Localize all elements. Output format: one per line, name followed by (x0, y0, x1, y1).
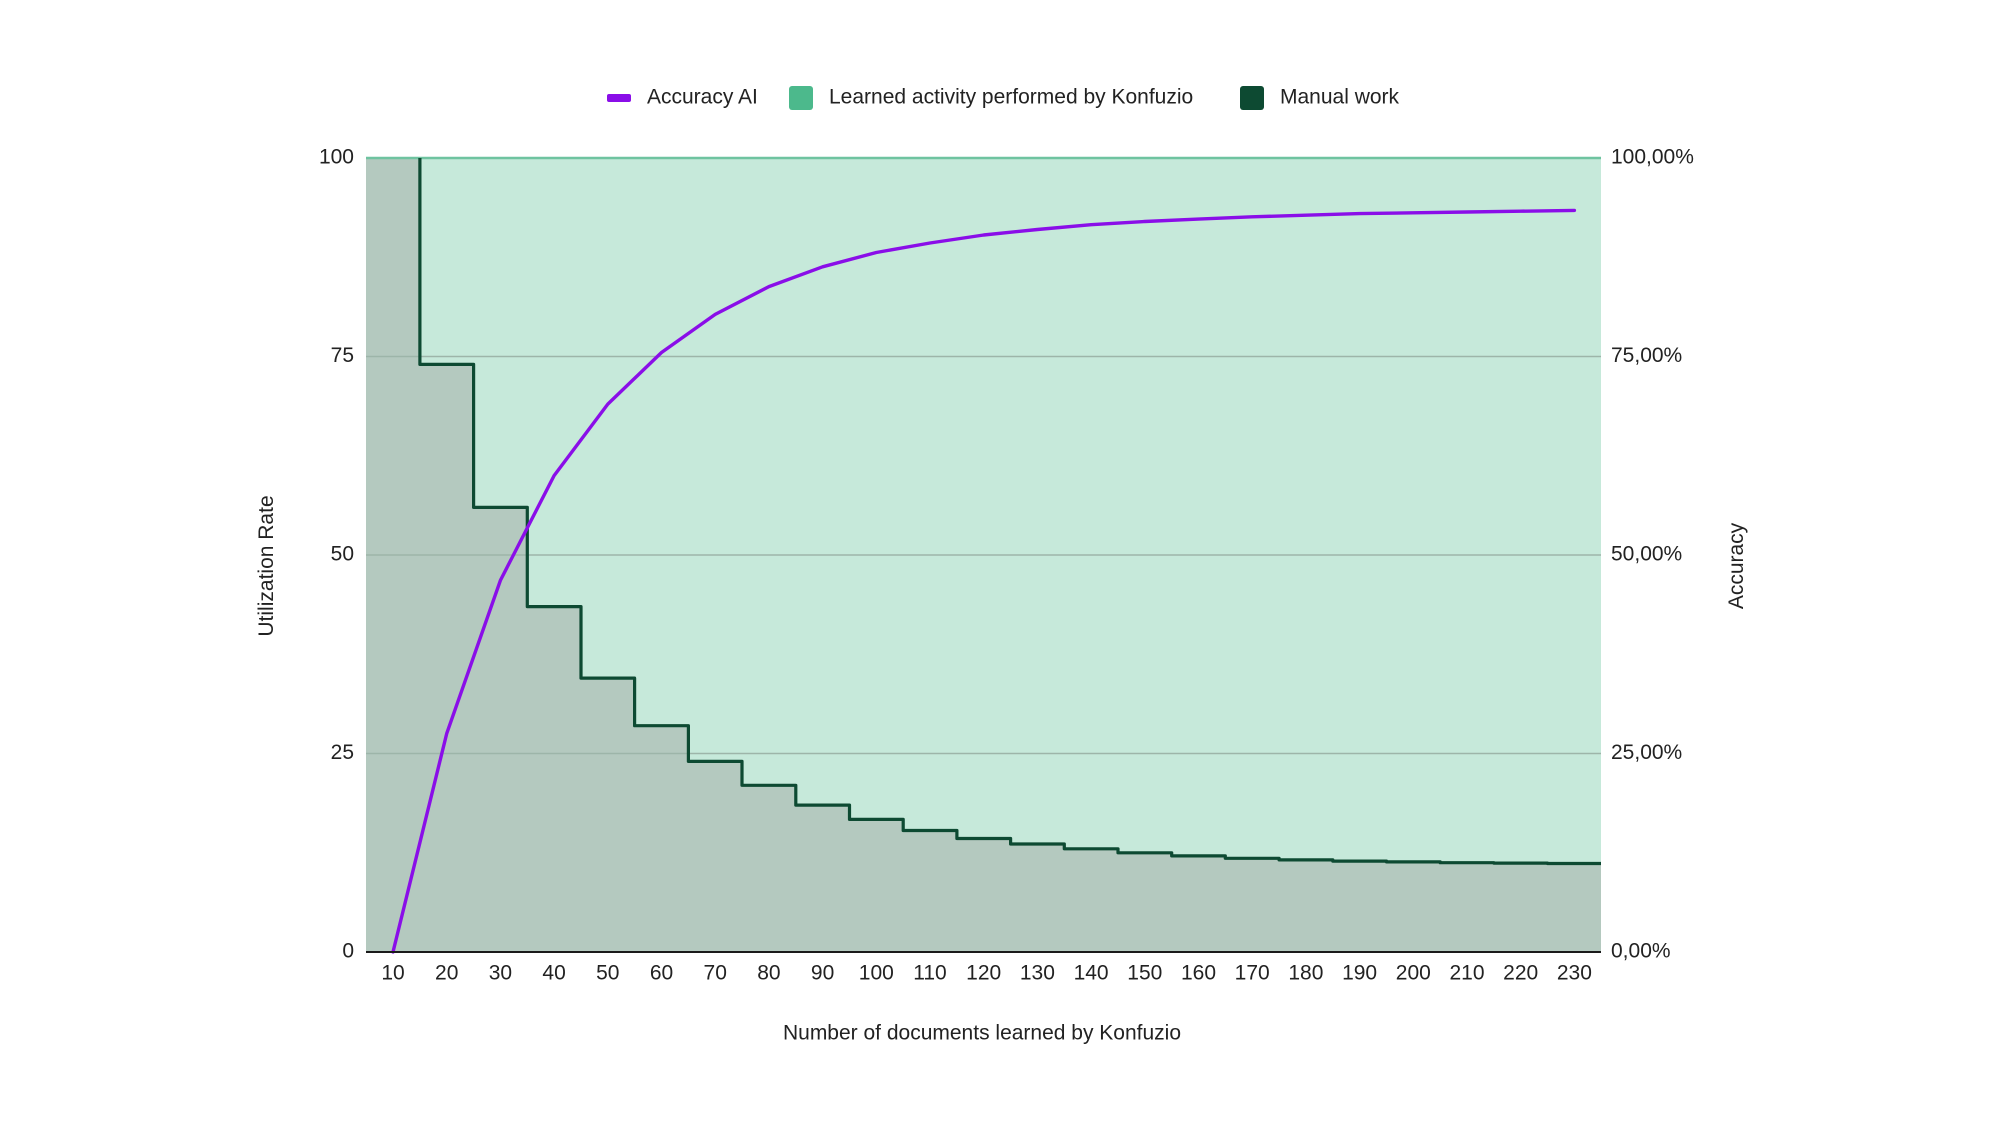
y-right-tick-label: 50,00% (1611, 543, 1682, 566)
x-tick-label: 200 (1396, 962, 1431, 985)
x-tick-label: 120 (966, 962, 1001, 985)
x-tick-label: 80 (757, 962, 780, 985)
y-left-tick-labels: 0 25 50 75 100 (319, 146, 354, 963)
y-right-tick-labels: 0,00% 25,00% 50,00% 75,00% 100,00% (1611, 146, 1694, 963)
y-left-tick-label: 100 (319, 146, 354, 169)
manual-work-step-line (418, 158, 1601, 866)
legend: Accuracy AI Learned activity performed b… (607, 86, 1400, 110)
y-right-axis-title: Accuracy (1725, 522, 1748, 609)
x-tick-label: 140 (1074, 962, 1109, 985)
gridlines (366, 355, 1601, 755)
y-left-tick-label: 50 (331, 543, 354, 566)
x-tick-label: 160 (1181, 962, 1216, 985)
y-left-axis-title: Utilization Rate (255, 495, 278, 636)
x-tick-label: 170 (1235, 962, 1270, 985)
x-tick-label: 220 (1503, 962, 1538, 985)
y-left-tick-label: 25 (331, 741, 354, 764)
x-tick-labels: 10 20 30 40 50 60 70 80 90 100 110 120 130 140 150 160 1… (381, 962, 1592, 985)
legend-swatch-learned-activity (789, 86, 813, 110)
x-tick-label: 60 (650, 962, 673, 985)
legend-label-learned-activity: Learned activity performed by Konfuzio (829, 86, 1193, 109)
x-tick-label: 180 (1288, 962, 1323, 985)
y-right-tick-label: 25,00% (1611, 741, 1682, 764)
y-right-tick-label: 75,00% (1611, 344, 1682, 367)
x-tick-label: 190 (1342, 962, 1377, 985)
y-right-tick-label: 100,00% (1611, 146, 1694, 169)
x-tick-label: 70 (704, 962, 727, 985)
x-tick-label: 40 (542, 962, 565, 985)
x-tick-label: 20 (435, 962, 458, 985)
y-left-tick-label: 75 (331, 344, 354, 367)
x-tick-label: 10 (381, 962, 404, 985)
legend-label-manual-work: Manual work (1280, 86, 1400, 109)
x-tick-label: 130 (1020, 962, 1055, 985)
legend-item-accuracy[interactable]: Accuracy AI (607, 86, 758, 109)
legend-swatch-manual-work (1240, 86, 1264, 110)
x-tick-label: 30 (489, 962, 512, 985)
x-tick-label: 100 (859, 962, 894, 985)
x-tick-label: 50 (596, 962, 619, 985)
legend-item-manual-work[interactable]: Manual work (1240, 86, 1400, 110)
legend-label-accuracy: Accuracy AI (647, 86, 758, 109)
x-tick-label: 90 (811, 962, 834, 985)
x-tick-label: 210 (1449, 962, 1484, 985)
x-tick-label: 230 (1557, 962, 1592, 985)
x-tick-label: 150 (1127, 962, 1162, 985)
legend-item-learned-activity[interactable]: Learned activity performed by Konfuzio (789, 86, 1193, 110)
accuracy-ai-line (391, 208, 1577, 954)
y-left-tick-label: 0 (342, 940, 354, 963)
x-axis-title: Number of documents learned by Konfuzio (783, 1022, 1181, 1045)
legend-swatch-accuracy (607, 94, 631, 102)
y-right-tick-label: 0,00% (1611, 940, 1671, 963)
x-tick-label: 110 (913, 962, 946, 985)
